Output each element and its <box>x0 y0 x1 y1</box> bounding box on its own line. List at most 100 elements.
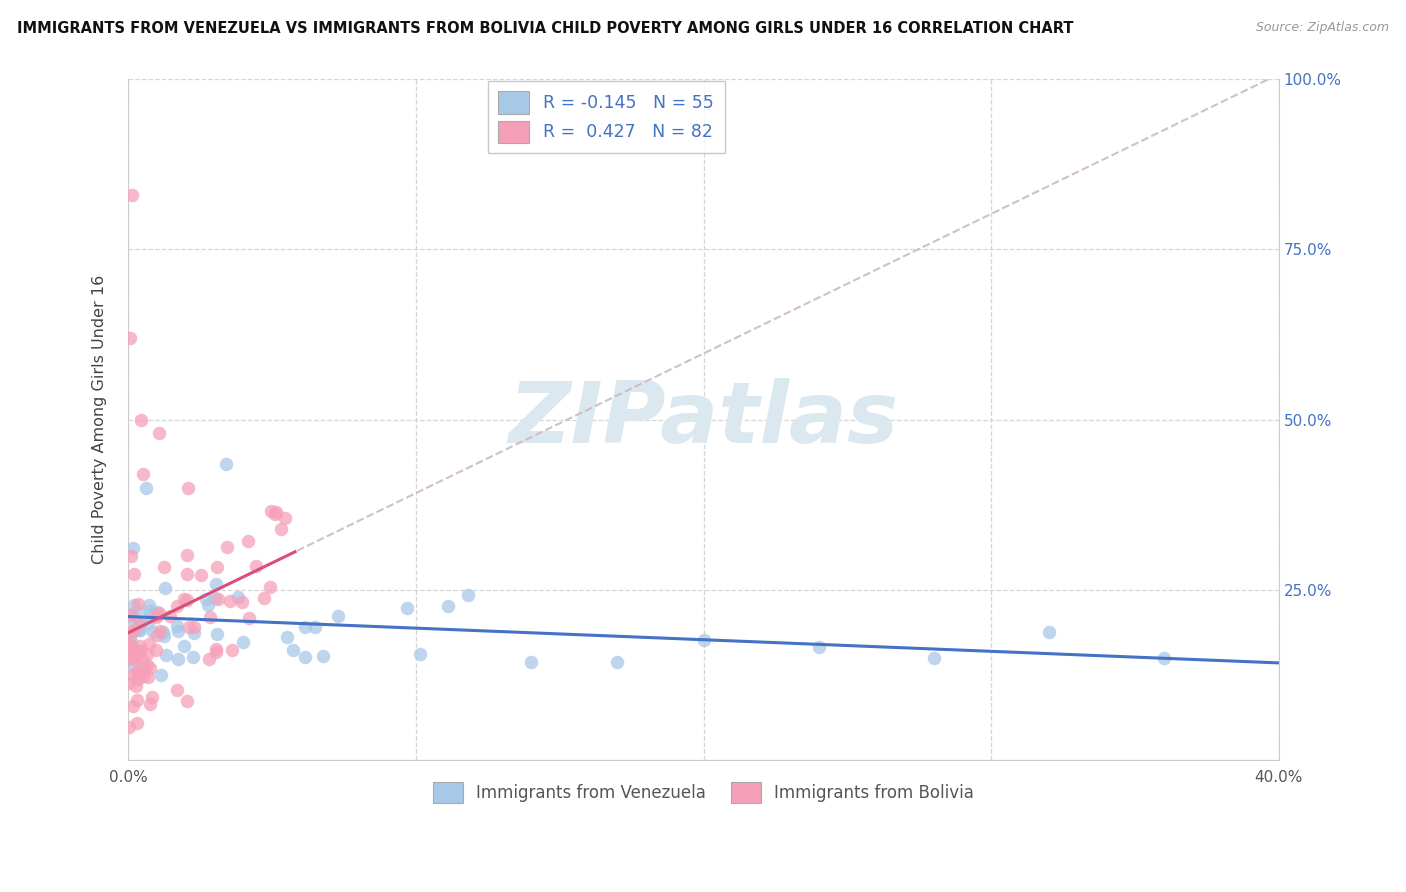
Point <box>153 560 176 574</box>
Point <box>520 655 543 669</box>
Point <box>245 559 267 574</box>
Point <box>396 600 419 615</box>
Point <box>138 615 160 630</box>
Point <box>294 649 316 664</box>
Point <box>122 599 145 613</box>
Point <box>129 412 152 426</box>
Point <box>236 533 259 548</box>
Legend: Immigrants from Venezuela, Immigrants from Bolivia: Immigrants from Venezuela, Immigrants fr… <box>426 775 981 810</box>
Point <box>176 694 198 708</box>
Point <box>312 649 335 664</box>
Point <box>121 658 143 673</box>
Point <box>131 652 153 666</box>
Point <box>148 606 170 620</box>
Point <box>118 721 141 735</box>
Point <box>173 639 195 653</box>
Point <box>120 625 142 640</box>
Point <box>128 639 150 653</box>
Point <box>215 541 238 555</box>
Point <box>127 644 149 658</box>
Point <box>1038 625 1060 640</box>
Point <box>145 642 167 657</box>
Point <box>121 699 143 714</box>
Point <box>120 630 142 644</box>
Point <box>606 655 628 669</box>
Point <box>226 591 249 605</box>
Point <box>148 426 170 441</box>
Point <box>205 577 228 591</box>
Point <box>457 588 479 602</box>
Point <box>166 619 188 633</box>
Point <box>198 610 221 624</box>
Point <box>190 568 212 582</box>
Point <box>205 627 228 641</box>
Point <box>167 624 190 638</box>
Point <box>264 507 287 521</box>
Point <box>173 592 195 607</box>
Point <box>194 592 217 607</box>
Point <box>124 649 146 664</box>
Point <box>197 598 219 612</box>
Point <box>281 643 304 657</box>
Point <box>145 609 167 624</box>
Point <box>124 652 146 666</box>
Point <box>205 560 228 574</box>
Point <box>205 645 228 659</box>
Point <box>231 595 253 609</box>
Point <box>274 511 297 525</box>
Point <box>138 697 160 711</box>
Point <box>121 187 143 202</box>
Point <box>218 594 240 608</box>
Point <box>132 669 155 683</box>
Point <box>153 628 176 642</box>
Point <box>118 638 141 652</box>
Point <box>183 620 205 634</box>
Point <box>122 623 145 637</box>
Text: Source: ZipAtlas.com: Source: ZipAtlas.com <box>1256 21 1389 35</box>
Point <box>238 611 260 625</box>
Point <box>1153 650 1175 665</box>
Point <box>167 652 190 666</box>
Point <box>139 609 162 624</box>
Point <box>232 635 254 649</box>
Point <box>128 623 150 637</box>
Y-axis label: Child Poverty Among Girls Under 16: Child Poverty Among Girls Under 16 <box>93 275 107 564</box>
Point <box>204 591 226 605</box>
Point <box>159 609 181 624</box>
Point <box>125 665 148 679</box>
Point <box>138 637 160 651</box>
Point <box>326 608 349 623</box>
Point <box>135 657 157 672</box>
Point <box>136 647 159 661</box>
Point <box>127 693 149 707</box>
Point <box>135 481 157 495</box>
Point <box>139 661 162 675</box>
Point <box>118 652 141 666</box>
Point <box>120 635 142 649</box>
Point <box>149 624 172 638</box>
Point <box>121 667 143 681</box>
Point <box>166 682 188 697</box>
Point <box>118 331 141 345</box>
Point <box>176 593 198 607</box>
Point <box>807 640 830 655</box>
Point <box>142 625 165 640</box>
Point <box>128 643 150 657</box>
Point <box>146 607 169 622</box>
Point <box>128 615 150 629</box>
Point <box>138 598 160 612</box>
Point <box>409 647 432 661</box>
Point <box>141 690 163 705</box>
Text: ZIPatlas: ZIPatlas <box>509 378 898 461</box>
Point <box>118 676 141 690</box>
Point <box>692 633 714 648</box>
Point <box>259 580 281 594</box>
Point <box>181 649 204 664</box>
Point <box>128 624 150 638</box>
Point <box>121 541 143 555</box>
Point <box>132 467 155 481</box>
Point <box>120 607 142 622</box>
Point <box>204 642 226 657</box>
Point <box>132 661 155 675</box>
Point <box>183 625 205 640</box>
